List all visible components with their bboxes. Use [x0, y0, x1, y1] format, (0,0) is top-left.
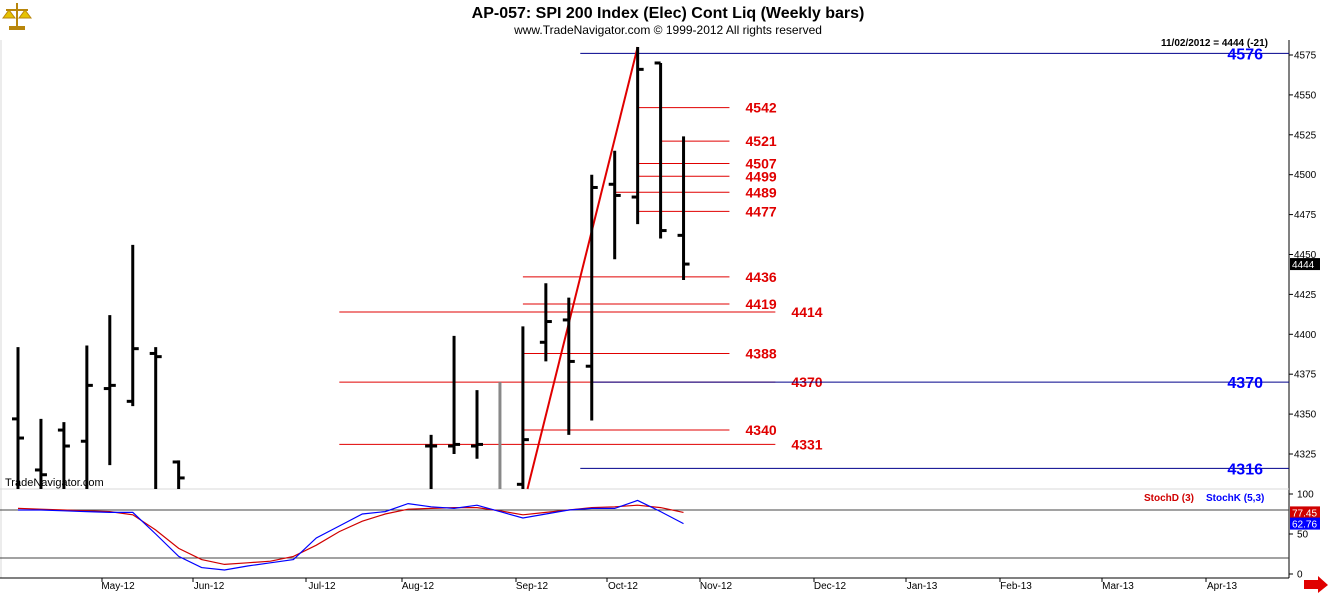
red-level-label: 4521	[746, 133, 777, 149]
price-tick-label: 4375	[1294, 370, 1317, 381]
ohlc-bar	[608, 150, 621, 260]
ohlc-bar	[103, 315, 116, 466]
watermark: TradeNavigator.com	[5, 477, 104, 489]
time-tick-label: Mar-13	[1102, 581, 1134, 592]
stoch-d-legend: StochD (3)	[1144, 493, 1194, 504]
red-level-label: 4507	[746, 156, 777, 172]
scroll-right-arrow-icon[interactable]	[1304, 576, 1328, 593]
time-tick-label: Oct-12	[608, 581, 638, 592]
ohlc-bar	[80, 345, 93, 489]
stoch-d-value: 77.45	[1292, 508, 1317, 519]
red-level-label: 4331	[791, 436, 822, 452]
ohlc-bar	[585, 174, 598, 421]
ohlc-bar	[471, 390, 483, 459]
red-level-label: 4489	[746, 184, 777, 200]
ohlc-bar	[539, 283, 552, 362]
ohlc-bar	[57, 422, 70, 489]
red-level-label: 4542	[746, 100, 777, 116]
stoch-k-line	[18, 499, 684, 571]
time-axis: May-12 Jun-12 Jul-12 Aug-12 Sep-12 Oct-12 Nov-…	[101, 578, 1237, 592]
ohlc-bar	[654, 61, 667, 239]
price-tick-label: 4475	[1294, 210, 1317, 221]
price-axis: 4325 4350 4375 4400 4425 4450 4475 4500 4525 4550…	[1289, 51, 1317, 461]
time-tick-label: Apr-13	[1207, 581, 1237, 592]
time-tick-label: Feb-13	[1000, 581, 1032, 592]
stoch-tick-label: 50	[1297, 530, 1309, 541]
last-bar-info: 11/02/2012 = 4444 (-21)	[1161, 38, 1268, 49]
stoch-k-value-box	[1290, 517, 1320, 530]
blue-level-label: 4576	[1227, 46, 1263, 63]
time-tick-label: Jun-12	[194, 581, 225, 592]
ohlc-bar	[12, 347, 24, 489]
stoch-tick-label: 100	[1297, 490, 1314, 501]
price-tick-label: 4425	[1294, 290, 1317, 301]
price-tick-label: 4525	[1294, 130, 1317, 141]
last-price-box	[1290, 258, 1320, 271]
ohlc-bar	[172, 460, 185, 489]
red-level-label: 4477	[746, 203, 777, 219]
time-tick-label: Jul-12	[308, 581, 336, 592]
price-tick-label: 4450	[1294, 250, 1317, 261]
ohlc-bar	[562, 297, 575, 435]
time-tick-label: Dec-12	[814, 581, 847, 592]
stoch-k-legend: StochK (5,3)	[1206, 493, 1264, 504]
red-level-label: 4340	[746, 422, 777, 438]
stoch-d-value-box	[1290, 506, 1320, 519]
last-price-marker: 4444	[1290, 258, 1320, 271]
trendline	[526, 46, 639, 490]
time-tick-label: Nov-12	[700, 581, 733, 592]
chart-subtitle: www.TradeNavigator.com © 1999-2012 All r…	[513, 23, 822, 37]
price-tick-label: 4500	[1294, 170, 1317, 181]
ohlc-bar	[126, 244, 139, 407]
ohlc-bar	[34, 418, 47, 489]
rising-trendline	[526, 46, 639, 490]
time-tick-label: May-12	[101, 581, 135, 592]
price-tick-label: 4325	[1294, 450, 1317, 461]
time-tick-label: Sep-12	[516, 581, 549, 592]
red-level-label: 4436	[746, 269, 777, 285]
price-tick-label: 4550	[1294, 90, 1317, 101]
ohlc-bar	[631, 47, 644, 225]
chart-title: AP-057: SPI 200 Index (Elec) Cont Liq (W…	[472, 5, 865, 22]
blue-level-label: 4370	[1227, 375, 1263, 392]
red-level-label: 4388	[746, 345, 777, 361]
ohlc-bar	[425, 434, 438, 489]
ohlc-bar	[516, 326, 529, 489]
ohlc-bar	[677, 136, 690, 281]
red-level-label: 4414	[791, 304, 822, 320]
price-tick-label: 4400	[1294, 330, 1317, 341]
price-tick-label: 4350	[1294, 410, 1317, 421]
ohlc-bar	[448, 335, 461, 454]
red-level-label: 4419	[746, 296, 777, 312]
last-price-label: 4444	[1292, 260, 1315, 271]
time-tick-label: Aug-12	[402, 581, 435, 592]
scales-logo-icon	[2, 3, 32, 30]
blue-level-label: 4316	[1227, 461, 1263, 478]
price-tick-label: 4575	[1294, 51, 1317, 62]
price-bars	[12, 47, 690, 489]
stoch-k-value: 62.76	[1292, 520, 1317, 531]
ohlc-bar	[149, 347, 162, 489]
red-level-label: 4499	[746, 168, 777, 184]
time-tick-label: Jan-13	[907, 581, 938, 592]
stoch-tick-label: 0	[1297, 570, 1303, 581]
